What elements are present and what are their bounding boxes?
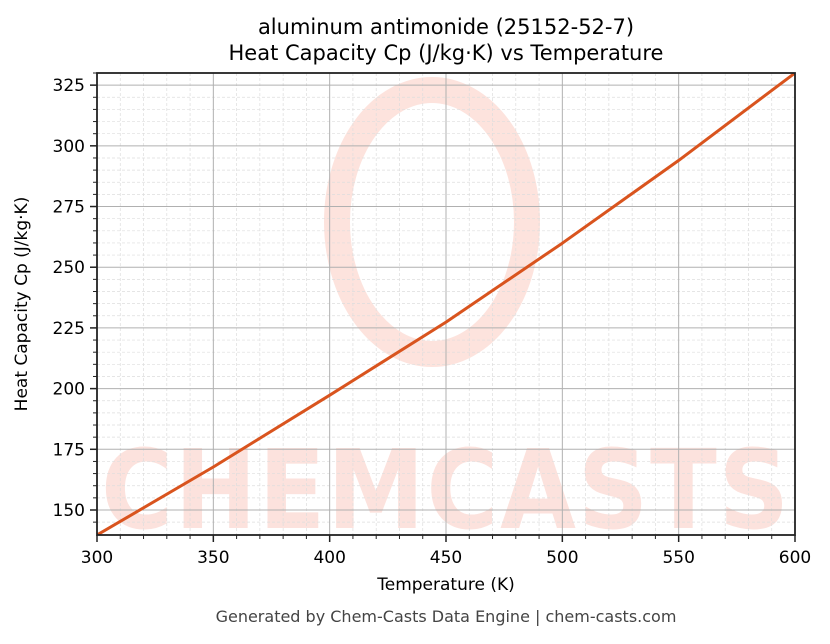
chart-title-line1: aluminum antimonide (25152-52-7) bbox=[257, 15, 635, 39]
y-tick-label: 325 bbox=[53, 76, 85, 96]
y-axis-label: Heat Capacity Cp (J/kg·K) bbox=[12, 196, 32, 412]
y-tick-label: 275 bbox=[53, 198, 85, 218]
y-tick-label: 200 bbox=[53, 380, 85, 400]
y-tick-label: 150 bbox=[53, 501, 85, 521]
x-tick-label: 400 bbox=[313, 548, 345, 568]
y-tick-label: 225 bbox=[53, 319, 85, 339]
x-tick-label: 500 bbox=[546, 548, 578, 568]
x-tick-label: 300 bbox=[81, 548, 113, 568]
watermark-text: CHEMCASTS bbox=[101, 426, 791, 554]
y-tick-label: 175 bbox=[53, 440, 85, 460]
x-tick-label: 600 bbox=[779, 548, 811, 568]
x-tick-label: 450 bbox=[430, 548, 462, 568]
y-tick-label: 300 bbox=[53, 137, 85, 157]
x-axis-label: Temperature (K) bbox=[377, 575, 515, 595]
chart-title-line2: Heat Capacity Cp (J/kg·K) vs Temperature bbox=[228, 41, 664, 65]
x-tick-label: 350 bbox=[197, 548, 229, 568]
footer-credit: Generated by Chem-Casts Data Engine | ch… bbox=[215, 607, 677, 626]
watermark-logo-icon bbox=[324, 77, 540, 367]
x-tick-label: 550 bbox=[662, 548, 694, 568]
data-line bbox=[97, 73, 795, 535]
y-tick-label: 250 bbox=[53, 258, 85, 278]
